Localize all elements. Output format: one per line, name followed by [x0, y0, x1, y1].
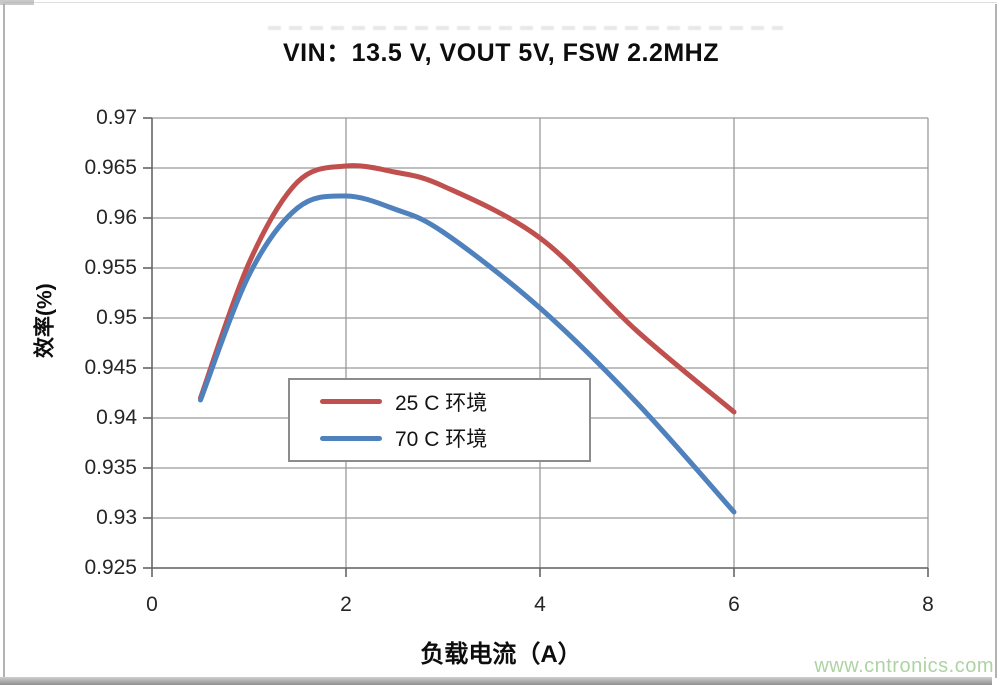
faded-text-artifact [268, 26, 783, 30]
y-tick-label: 0.93 [96, 506, 137, 529]
x-tick-label: 0 [146, 593, 158, 616]
y-tick-label: 0.95 [96, 306, 137, 329]
series-line-0 [198, 163, 737, 415]
y-tick-label: 0.925 [84, 556, 137, 579]
y-axis-title: 效率(%) [33, 283, 57, 358]
legend-line-swatch [320, 399, 382, 405]
x-tick-label: 4 [534, 593, 546, 616]
x-tick-label: 6 [728, 593, 740, 616]
legend-label: 70 C 环境 [395, 428, 488, 452]
y-tick-label: 0.96 [96, 206, 137, 229]
frame-left-border [3, 4, 5, 678]
y-tick-label: 0.97 [96, 106, 137, 129]
x-tick-label: 2 [340, 593, 352, 616]
legend-entry: 25 C 环境 [320, 387, 589, 417]
y-tick-label: 0.94 [96, 406, 137, 429]
y-tick-label: 0.965 [84, 156, 137, 179]
x-tick-label: 8 [922, 593, 934, 616]
y-tick-label: 0.945 [84, 356, 137, 379]
legend: 25 C 环境 70 C 环境 [288, 378, 591, 462]
legend-label: 25 C 环境 [395, 391, 488, 415]
frame-top-border [3, 2, 997, 3]
x-axis-title: 负载电流（A） [420, 641, 582, 668]
frame-bottom-bar [0, 677, 992, 685]
legend-entry: 70 C 环境 [320, 423, 589, 453]
legend-line-swatch [320, 435, 382, 441]
series-line-1 [198, 193, 737, 515]
y-tick-label: 0.935 [84, 456, 137, 479]
chart-title: VIN：13.5 V, VOUT 5V, FSW 2.2MHZ [282, 39, 719, 67]
scan-artifact [0, 0, 34, 5]
frame-right-border [995, 4, 997, 678]
y-tick-label: 0.955 [84, 256, 137, 279]
watermark: www.cntronics.com [814, 655, 994, 677]
